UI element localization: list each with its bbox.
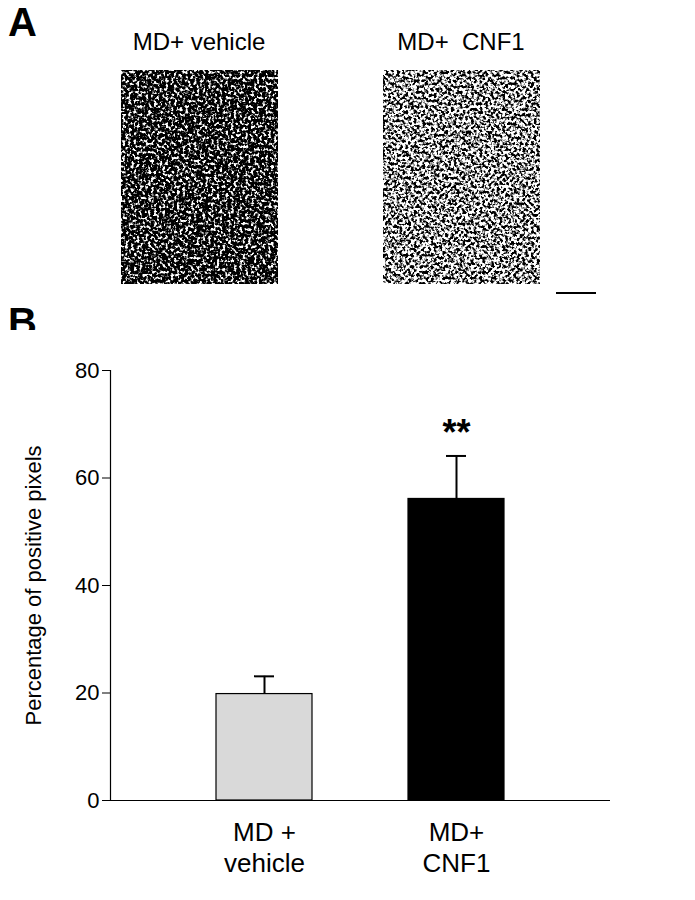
svg-text:MD+CNF1: MD+CNF1 — [423, 817, 491, 878]
svg-text:80: 80 — [75, 358, 99, 383]
html-text:A: A — [8, 0, 37, 44]
svg-text:**: ** — [442, 412, 470, 453]
svg-text:MD +vehicle: MD +vehicle — [224, 817, 305, 878]
html-text:MD+ vehicle: MD+ vehicle — [132, 28, 266, 55]
svg-text:20: 20 — [75, 680, 99, 705]
svg-text:0: 0 — [87, 788, 99, 813]
svg-text:40: 40 — [75, 573, 99, 598]
html-text:MD+ CNF1: MD+ CNF1 — [397, 28, 525, 55]
svg-text:Percentage of positive pixels: Percentage of positive pixels — [21, 445, 46, 725]
html-text:B: B — [8, 300, 37, 344]
svg-text:60: 60 — [75, 465, 99, 490]
